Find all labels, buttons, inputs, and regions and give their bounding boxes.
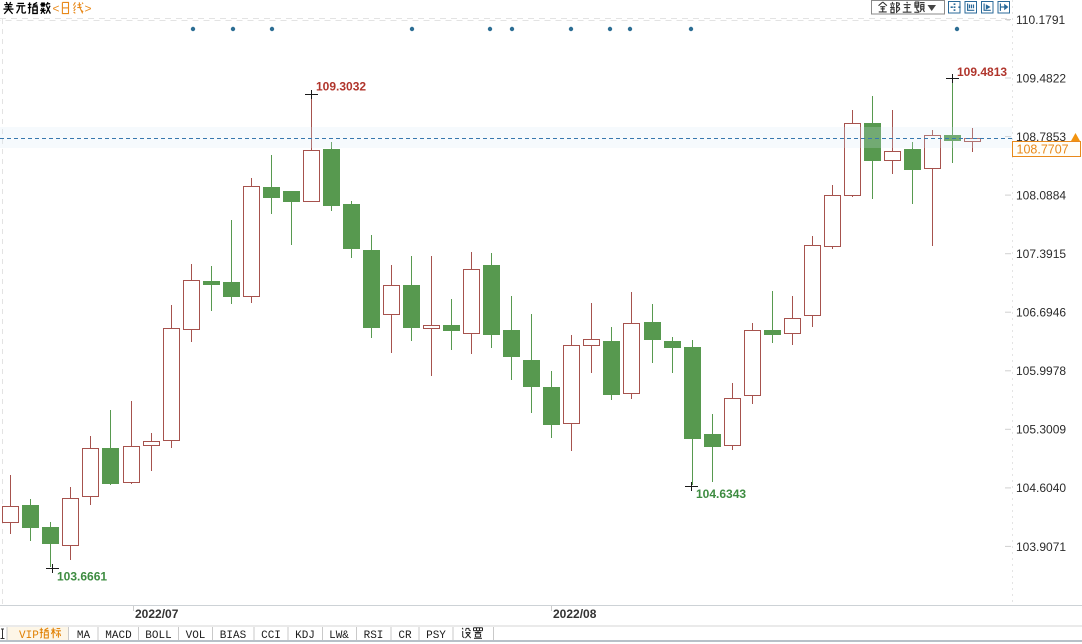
svg-text:BOLL: BOLL bbox=[145, 630, 171, 642]
svg-text:BIAS: BIAS bbox=[220, 630, 247, 642]
svg-text:<: < bbox=[53, 2, 60, 16]
svg-text:105.3009: 105.3009 bbox=[1016, 423, 1066, 437]
svg-text:107.3915: 107.3915 bbox=[1016, 247, 1066, 261]
svg-text:VIP: VIP bbox=[19, 630, 39, 642]
svg-text:105.9978: 105.9978 bbox=[1016, 364, 1066, 378]
svg-text:110.1791: 110.1791 bbox=[1016, 13, 1065, 27]
svg-text:106.6946: 106.6946 bbox=[1016, 306, 1066, 320]
svg-text:KDJ: KDJ bbox=[295, 630, 315, 642]
svg-text:108.7707: 108.7707 bbox=[1017, 143, 1069, 157]
svg-text:104.6343: 104.6343 bbox=[696, 487, 746, 501]
svg-text:109.4822: 109.4822 bbox=[1016, 71, 1066, 85]
svg-text:103.9071: 103.9071 bbox=[1016, 540, 1066, 554]
svg-text:2022/07: 2022/07 bbox=[135, 607, 179, 621]
svg-text:VOL: VOL bbox=[186, 630, 206, 642]
svg-text:108.7853: 108.7853 bbox=[1016, 130, 1066, 144]
svg-text:CR: CR bbox=[398, 630, 412, 642]
svg-text:PSY: PSY bbox=[426, 630, 446, 642]
svg-text:RSI: RSI bbox=[364, 630, 384, 642]
svg-text:CCI: CCI bbox=[261, 630, 281, 642]
svg-text:109.3032: 109.3032 bbox=[316, 80, 366, 94]
svg-text:2022/08: 2022/08 bbox=[553, 607, 597, 621]
svg-text:MACD: MACD bbox=[105, 630, 132, 642]
svg-text:109.4813: 109.4813 bbox=[957, 65, 1007, 79]
svg-text:>: > bbox=[85, 2, 92, 16]
svg-text:103.6661: 103.6661 bbox=[57, 570, 107, 584]
svg-text:MA: MA bbox=[77, 630, 91, 642]
svg-text:108.0884: 108.0884 bbox=[1016, 188, 1066, 202]
svg-text:104.6040: 104.6040 bbox=[1016, 481, 1066, 495]
svg-text:LW&: LW& bbox=[329, 630, 349, 642]
